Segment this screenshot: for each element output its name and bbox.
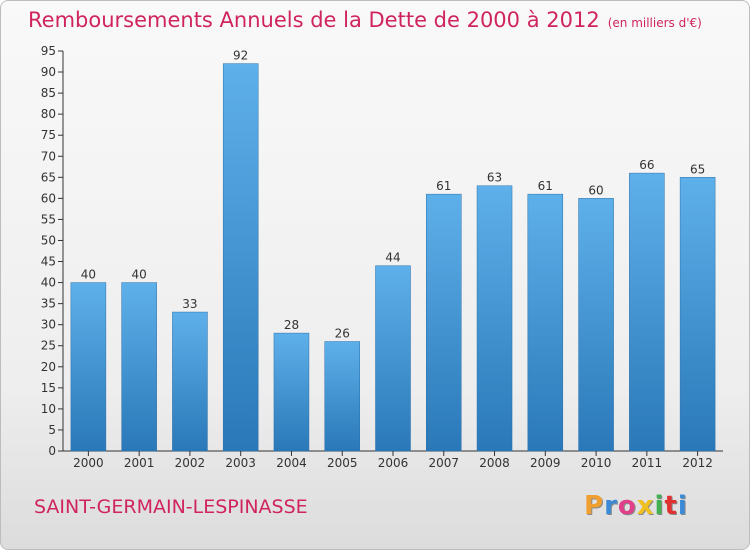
y-tick-label: 40 — [41, 276, 56, 290]
y-tick-label: 85 — [41, 86, 56, 100]
y-tick-label: 25 — [41, 339, 56, 353]
x-tick-label: 2002 — [175, 456, 206, 470]
logo-letter: x — [636, 491, 655, 521]
y-tick-label: 95 — [41, 44, 56, 58]
y-tick-label: 30 — [41, 318, 56, 332]
x-tick-label: 2009 — [530, 456, 561, 470]
bar — [222, 63, 259, 452]
data-label: 44 — [385, 251, 400, 265]
logo-letter: i — [654, 491, 665, 521]
y-tick-label: 75 — [41, 128, 56, 142]
chart-title: Remboursements Annuels de la Dette de 20… — [28, 8, 702, 32]
commune-name: SAINT-GERMAIN-LESPINASSE — [34, 496, 308, 518]
x-tick-label: 2000 — [73, 456, 104, 470]
logo-letter: o — [617, 491, 637, 521]
logo-letter: r — [604, 491, 618, 521]
data-label: 61 — [436, 179, 451, 193]
data-label: 66 — [639, 158, 654, 172]
bar — [679, 177, 716, 452]
data-label: 92 — [233, 49, 248, 63]
bar — [172, 311, 208, 452]
y-tick-label: 70 — [41, 149, 56, 163]
data-label: 60 — [588, 183, 603, 197]
y-tick-label: 65 — [41, 170, 56, 184]
x-tick-label: 2003 — [225, 456, 256, 470]
data-label: 65 — [690, 162, 705, 176]
y-tick-label: 55 — [41, 212, 56, 226]
data-label: 40 — [132, 268, 147, 282]
y-tick-label: 35 — [41, 297, 56, 311]
y-tick-label: 80 — [41, 107, 56, 121]
x-tick-label: 2005 — [327, 456, 358, 470]
data-label: 26 — [335, 327, 350, 341]
bar — [70, 282, 107, 452]
x-tick-label: 2010 — [581, 456, 612, 470]
x-tick-label: 2008 — [479, 456, 510, 470]
x-tick-label: 2006 — [378, 456, 409, 470]
bar — [476, 185, 513, 452]
data-label: 63 — [487, 171, 502, 185]
bar — [629, 172, 665, 452]
bar — [375, 265, 411, 452]
bar — [426, 193, 462, 452]
y-tick-label: 15 — [41, 381, 56, 395]
y-tick-label: 45 — [41, 255, 56, 269]
y-tick-label: 0 — [48, 444, 56, 458]
bar — [273, 332, 310, 452]
logo-letter: P — [584, 491, 605, 521]
x-tick-label: 2011 — [632, 456, 663, 470]
bar — [578, 198, 614, 452]
x-tick-label: 2001 — [124, 456, 155, 470]
proxiti-logo: Proxiti — [584, 491, 688, 521]
x-tick-label: 2007 — [428, 456, 459, 470]
y-tick-label: 20 — [41, 360, 56, 374]
bar — [324, 341, 360, 452]
logo-letter: i — [677, 491, 688, 521]
logo-letter: t — [664, 491, 678, 521]
bar — [121, 282, 157, 452]
x-tick-label: 2004 — [276, 456, 307, 470]
y-tick-label: 60 — [41, 191, 56, 205]
y-tick-label: 10 — [41, 402, 56, 416]
chart-subtitle: (en milliers d'€) — [607, 16, 702, 30]
y-tick-label: 5 — [48, 423, 56, 437]
bar — [527, 193, 564, 452]
y-tick-label: 90 — [41, 65, 56, 79]
data-label: 40 — [81, 268, 96, 282]
chart-title-text: Remboursements Annuels de la Dette de 20… — [28, 8, 600, 32]
data-label: 61 — [538, 179, 553, 193]
y-tick-label: 50 — [41, 233, 56, 247]
data-label: 28 — [284, 318, 299, 332]
data-label: 33 — [182, 297, 197, 311]
x-tick-label: 2012 — [682, 456, 713, 470]
